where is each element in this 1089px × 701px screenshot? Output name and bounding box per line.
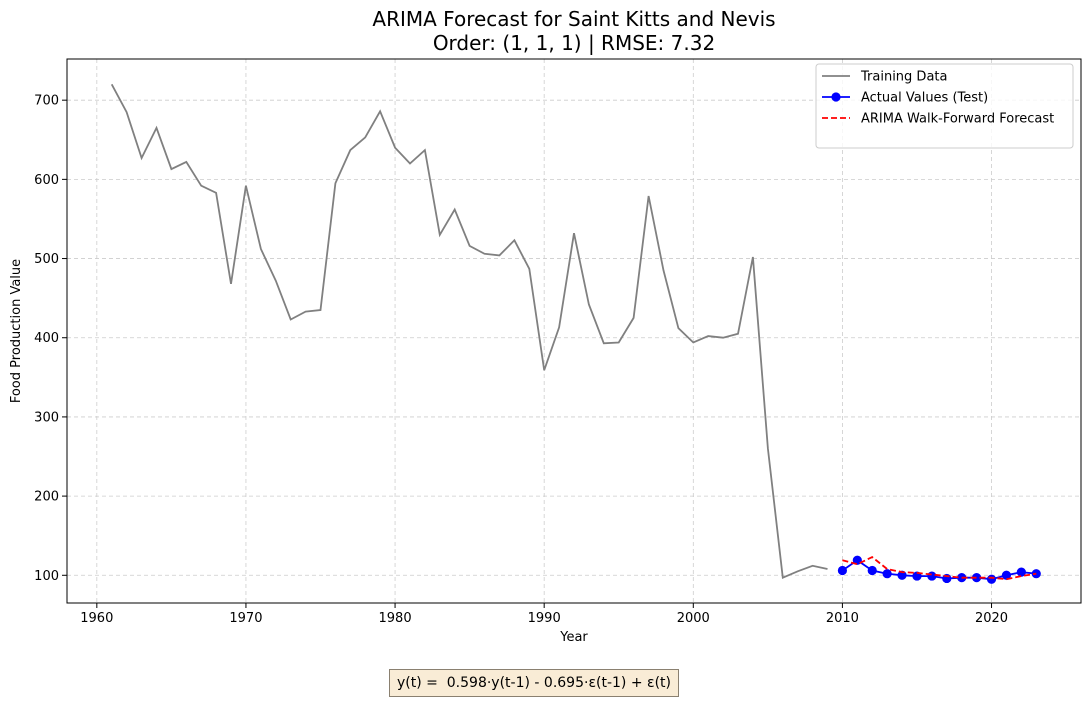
x-tick-label: 1970 [229,611,262,626]
series-layer [110,83,1041,584]
series-line-0 [110,83,828,580]
legend: Training Data Actual Values (Test) ARIMA W… [815,63,1074,149]
x-axis-label: Year [559,630,588,645]
y-axis-label: Food Production Value [9,259,24,403]
data-point [927,571,937,581]
data-point [1016,567,1026,577]
data-point [882,569,892,579]
x-tick-label: 1960 [80,611,113,626]
legend-label-2: ARIMA Walk-Forward Forecast [861,112,1054,127]
y-tick-label: 400 [34,331,59,346]
data-point [867,565,877,576]
data-point [986,574,997,584]
model-equation: y(t) = 0.598·y(t-1) - 0.695·ε(t-1) + ε(t… [389,669,679,697]
data-point [972,573,982,583]
x-tick-label: 2020 [975,611,1008,626]
x-tick-label: 2010 [826,611,859,626]
x-tick-label: 1980 [379,611,412,626]
y-tick-label: 700 [34,94,59,109]
series-line-2 [842,556,1037,581]
grid-lines [67,59,1081,603]
chart-title: ARIMA Forecast for Saint Kitts and Nevis [372,7,775,31]
y-tick-label: 600 [34,173,59,188]
y-tick-label: 100 [34,569,59,584]
legend-marker [831,92,841,102]
legend-box [815,63,1074,149]
plot-frame [66,58,1082,604]
x-tick-label: 1990 [528,611,561,626]
data-point [1001,570,1012,580]
y-tick-label: 200 [34,490,59,505]
legend-label-1: Actual Values (Test) [861,91,988,106]
axis-ticks: 1960 1970 1980 1990 2000 2010 2020 100 200 300 400… [34,94,1008,626]
data-point [837,565,848,576]
y-tick-label: 500 [34,252,59,267]
legend-label-0: Training Data [860,70,947,85]
x-tick-label: 2000 [677,611,710,626]
chart-subtitle: Order: (1, 1, 1) | RMSE: 7.32 [433,31,715,55]
y-tick-label: 300 [34,410,59,425]
